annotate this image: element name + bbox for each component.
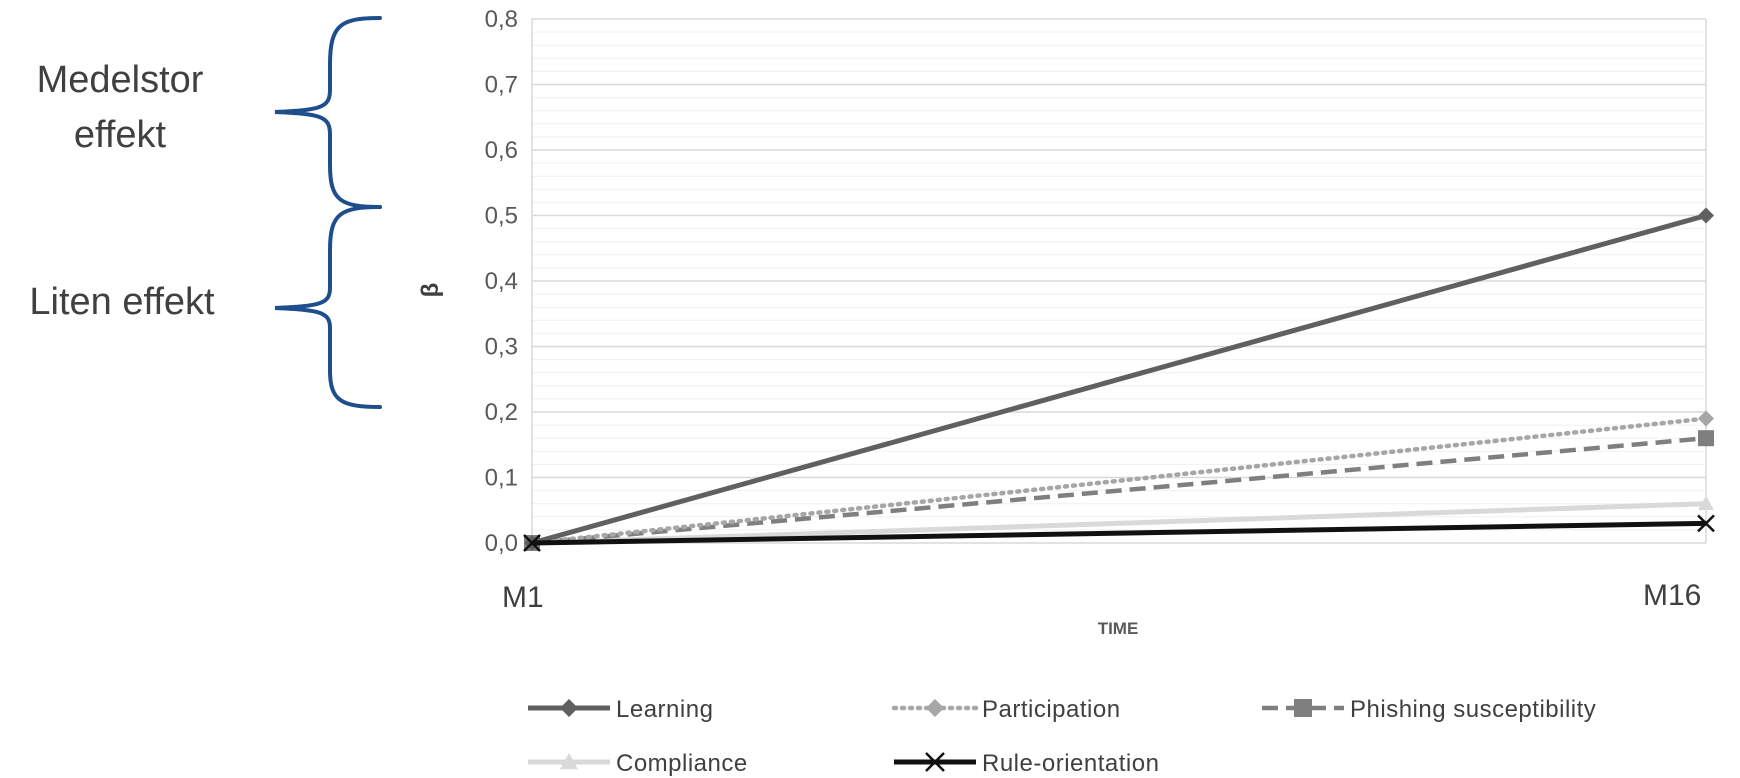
x-axis-title: TIME <box>1098 619 1139 638</box>
y-tick-label: 0,1 <box>485 465 518 492</box>
brace-medium-effect <box>274 16 382 209</box>
y-tick-label: 0,8 <box>485 6 518 33</box>
y-tick-labels: 0,0 0,1 0,2 0,3 0,4 0,5 0,6 0,7 0,8 <box>485 6 518 557</box>
brace-small-effect <box>274 205 382 409</box>
y-axis-title: β <box>417 283 444 298</box>
data-point-rule-orientation <box>1697 514 1715 533</box>
annotation-small: Liten effekt <box>29 281 215 323</box>
series-line-rule-orientation <box>531 520 1707 546</box>
legend-swatch-marker <box>1294 699 1312 717</box>
data-point-compliance <box>1698 495 1714 511</box>
legend-item-compliance: Compliance <box>528 750 748 777</box>
y-tick-label: 0,5 <box>485 203 518 230</box>
legend-item-learning: Learning <box>528 696 713 723</box>
x-tick-label-m1: M1 <box>502 581 544 614</box>
series-line-learning <box>531 213 1707 546</box>
category-box-m16 <box>1634 558 1734 626</box>
y-tick-label: 0,6 <box>485 137 518 164</box>
y-tick-label: 0,0 <box>485 530 518 557</box>
data-point-participation <box>1698 410 1714 427</box>
legend-item-participation: Participation <box>891 696 1121 723</box>
y-tick-label: 0,3 <box>485 334 518 361</box>
legend-swatch-marker <box>926 699 944 717</box>
y-tick-label: 0,4 <box>485 268 518 295</box>
legend-swatch-marker <box>560 699 578 717</box>
legend-item-rule-orientation: Rule-orientation <box>894 750 1159 777</box>
legend-swatch-marker <box>560 753 578 770</box>
legend-label: Compliance <box>616 750 748 777</box>
legend-item-phishing-susceptibility: Phishing susceptibility <box>1262 696 1596 723</box>
series-line-participation <box>529 416 1709 546</box>
legend-label: Participation <box>982 696 1121 723</box>
legend-label: Learning <box>616 696 713 723</box>
y-tick-label: 0,2 <box>485 399 518 426</box>
data-point-rule-orientation <box>523 534 541 552</box>
series-lines <box>523 207 1715 552</box>
category-box-m1 <box>482 568 584 630</box>
legend-label: Rule-orientation <box>982 750 1159 777</box>
legend-swatch-marker <box>925 752 945 772</box>
annotation-medium-line2: effekt <box>74 114 167 156</box>
legend-label: Phishing susceptibility <box>1350 696 1596 723</box>
x-tick-label-m16: M16 <box>1643 579 1701 612</box>
series-line-phishing-susceptibility <box>531 435 1707 546</box>
data-point-phishing-susceptibility <box>1698 430 1714 447</box>
annotation-medium-line1: Medelstor <box>37 59 204 101</box>
legend: Learning Participation Phishing susceptibi… <box>528 696 1596 777</box>
series-line-compliance <box>531 501 1707 546</box>
data-point-learning <box>1698 207 1714 224</box>
grid-lines <box>531 18 1707 544</box>
y-tick-label: 0,7 <box>485 72 518 99</box>
